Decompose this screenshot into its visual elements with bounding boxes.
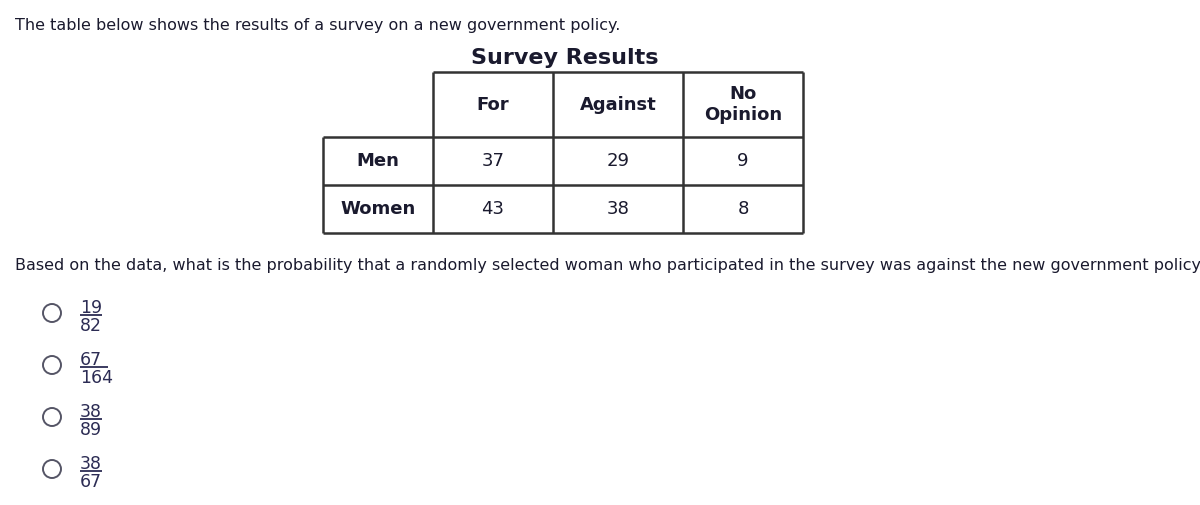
Text: 164: 164: [80, 369, 113, 387]
Text: 67: 67: [80, 351, 102, 369]
Text: Against: Against: [580, 95, 656, 114]
Text: 19: 19: [80, 299, 102, 317]
Text: 38: 38: [606, 200, 630, 218]
Text: Survey Results: Survey Results: [472, 48, 659, 68]
Text: Based on the data, what is the probability that a randomly selected woman who pa: Based on the data, what is the probabili…: [14, 258, 1200, 273]
Text: Men: Men: [356, 152, 400, 170]
Text: For: For: [476, 95, 509, 114]
Text: 89: 89: [80, 421, 102, 439]
Text: 38: 38: [80, 403, 102, 421]
Text: No
Opinion: No Opinion: [704, 85, 782, 124]
Text: Women: Women: [341, 200, 415, 218]
Text: 37: 37: [481, 152, 504, 170]
Text: 43: 43: [481, 200, 504, 218]
Text: 29: 29: [606, 152, 630, 170]
Text: 38: 38: [80, 455, 102, 473]
Text: 8: 8: [737, 200, 749, 218]
Text: 9: 9: [737, 152, 749, 170]
Text: 82: 82: [80, 317, 102, 335]
Text: 67: 67: [80, 473, 102, 491]
Text: The table below shows the results of a survey on a new government policy.: The table below shows the results of a s…: [14, 18, 620, 33]
